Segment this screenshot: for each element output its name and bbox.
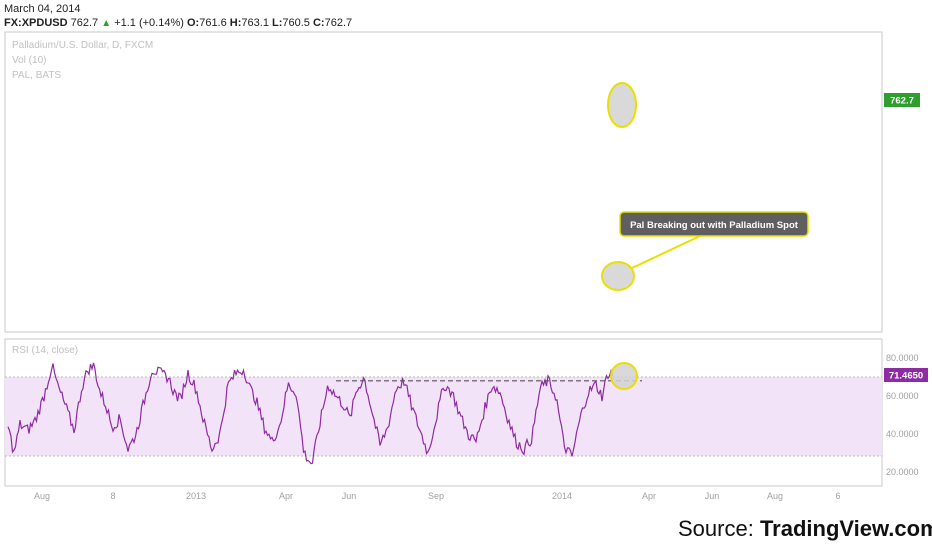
time-tick-label: Jun — [342, 491, 357, 501]
rsi-value-tag — [884, 368, 928, 382]
open-label: O: — [186, 17, 200, 29]
chart-canvas[interactable]: Palladium/U.S. Dollar, D, FXCM Vol (10) … — [0, 0, 932, 510]
time-tick-label: Aug — [34, 491, 50, 501]
time-tick-label: 2013 — [186, 491, 206, 501]
rsi-tick-label: 60.0000 — [886, 391, 919, 401]
rsi-series-line — [7, 362, 614, 465]
up-arrow-icon: ▲ — [101, 18, 112, 29]
high-value: 763.1 — [241, 17, 269, 29]
rsi-tick-label: 20.0000 — [886, 467, 919, 477]
time-tick-label: Sep — [428, 491, 444, 501]
quote-line: FX:XPDUSD 762.7 ▲ +1.1 (+0.14%) O:761.6 … — [4, 17, 352, 29]
rsi-tick-label: 80.0000 — [886, 353, 919, 363]
time-tick-label: 2014 — [552, 491, 572, 501]
time-tick-label: Jun — [705, 491, 720, 501]
rsi-axis: 80.0000 60.0000 40.0000 20.0000 — [886, 353, 919, 477]
legend-volume: Vol (10) — [12, 55, 46, 66]
legend-rsi: RSI (14, close) — [12, 345, 78, 356]
open-value: 761.6 — [199, 17, 227, 29]
callout-pointer — [631, 235, 701, 269]
high-label: H: — [229, 17, 242, 29]
low-value: 760.5 — [282, 17, 310, 29]
time-tick-label: Apr — [642, 491, 656, 501]
legend-price-series: Palladium/U.S. Dollar, D, FXCM — [12, 40, 153, 51]
price-change: +1.1 (+0.14%) — [114, 17, 184, 29]
time-tick-label: 6 — [835, 491, 840, 501]
source-prefix: Source: — [678, 516, 760, 541]
source-credit: Source: TradingView.com — [678, 516, 932, 542]
time-tick-label: Aug — [767, 491, 783, 501]
legend-pal: PAL, BATS — [12, 70, 61, 81]
time-tick-label: 8 — [110, 491, 115, 501]
rsi-tick-label: 40.0000 — [886, 429, 919, 439]
time-tick-label: Apr — [279, 491, 293, 501]
close-label: C: — [312, 17, 325, 29]
close-value: 762.7 — [324, 17, 353, 29]
symbol: FX:XPDUSD — [4, 17, 68, 29]
chart-date: March 04, 2014 — [4, 3, 81, 15]
last-price-tag-text: 762.7 — [890, 96, 914, 107]
rsi-breakout-highlight — [610, 362, 638, 390]
last-price-tag — [884, 93, 920, 107]
price-breakout-highlight — [607, 82, 637, 128]
price-pane — [4, 31, 883, 333]
low-label: L: — [272, 17, 283, 29]
source-name: TradingView.com — [759, 516, 932, 541]
pal-breakout-highlight — [601, 261, 635, 291]
rsi-band — [5, 377, 882, 456]
rsi-value-tag-text: 71.4650 — [889, 371, 923, 382]
callout-box — [619, 211, 809, 237]
time-axis: Aug 8 2013 Apr Jun Sep 2014 Apr Jun Aug 6 — [34, 491, 841, 501]
callout-text: Pal Breaking out with Palladium Spot — [630, 220, 799, 231]
last-price: 762.7 — [70, 17, 99, 29]
